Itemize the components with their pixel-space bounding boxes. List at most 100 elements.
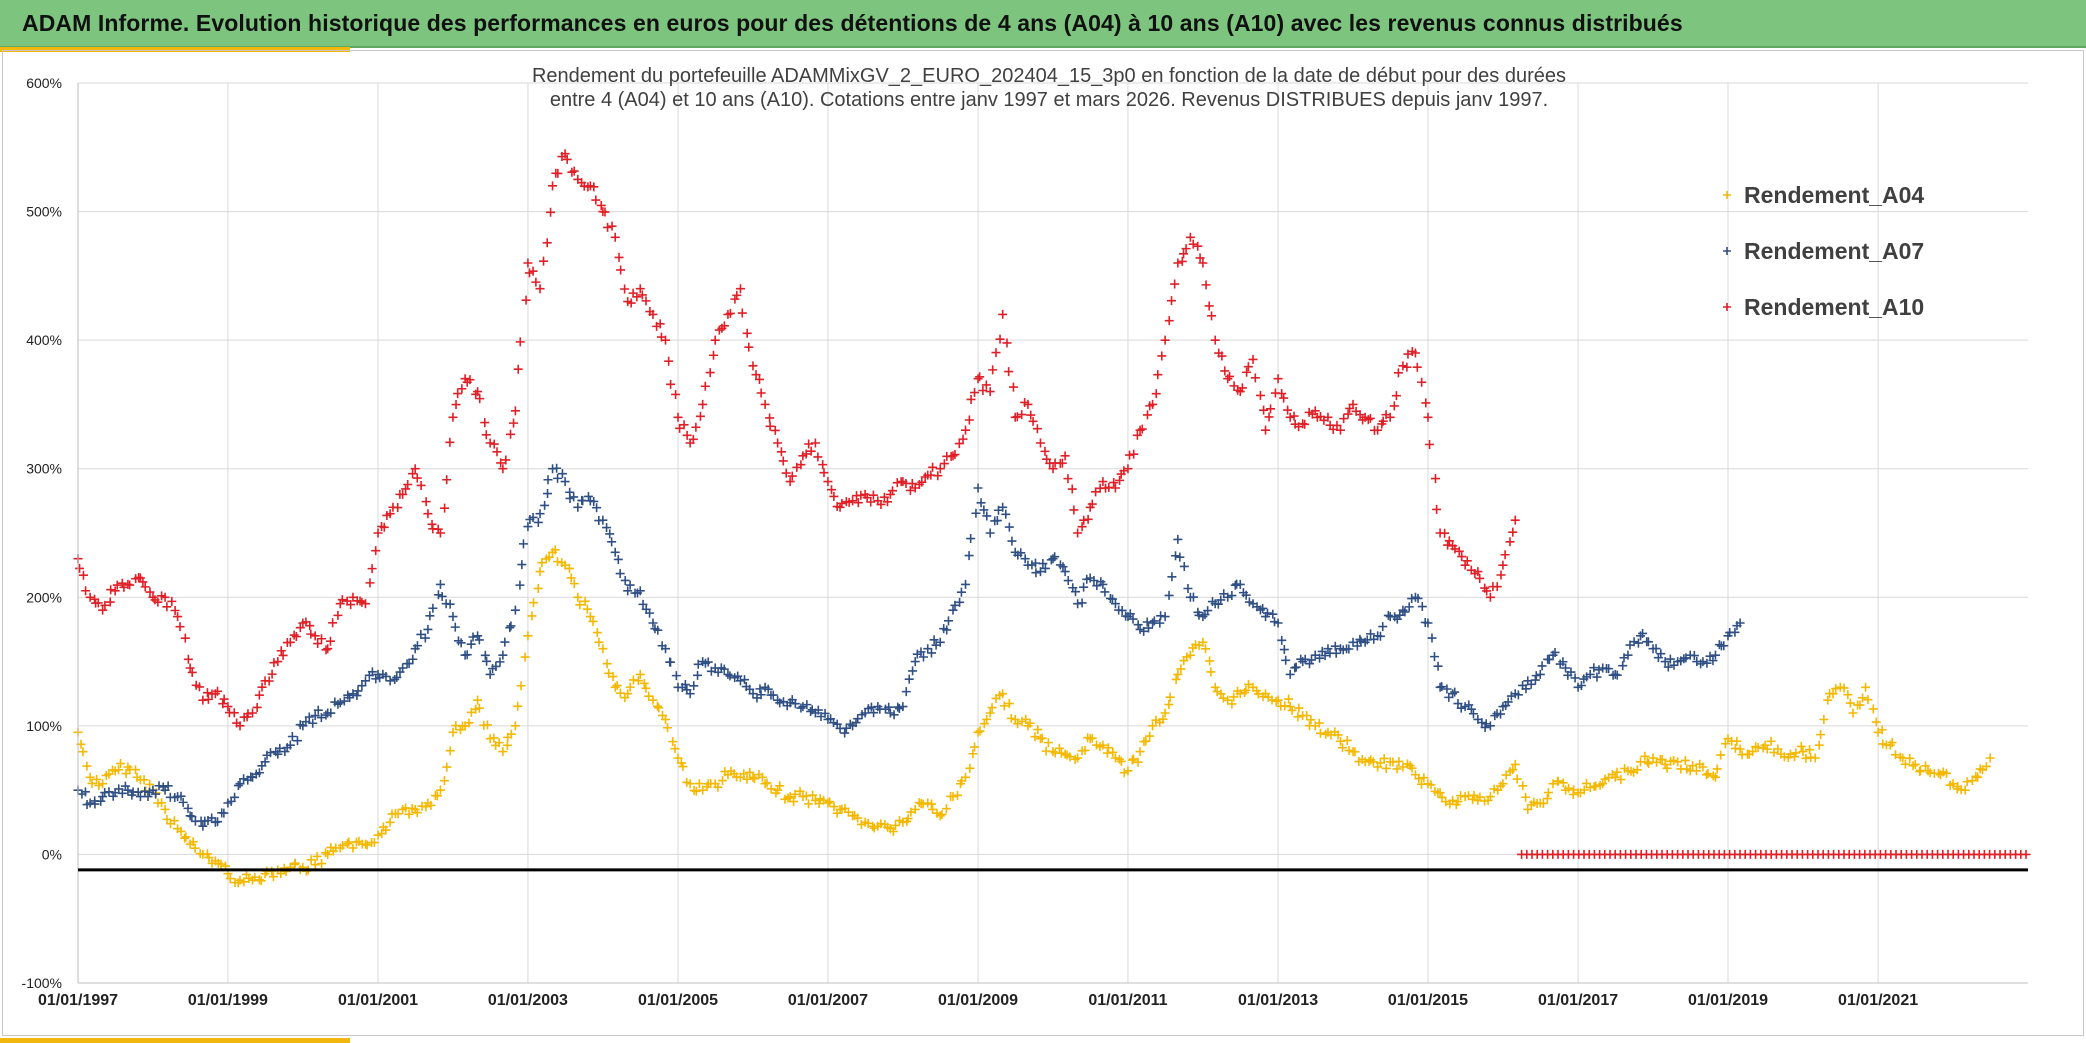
data-point bbox=[1485, 792, 1495, 802]
data-point bbox=[1016, 548, 1026, 558]
data-point bbox=[432, 791, 442, 801]
data-point bbox=[81, 586, 91, 596]
data-point bbox=[585, 612, 595, 622]
data-point bbox=[569, 579, 579, 589]
data-point bbox=[1266, 404, 1276, 414]
data-point bbox=[663, 723, 673, 733]
data-point bbox=[1098, 740, 1108, 750]
data-point bbox=[357, 681, 367, 691]
data-point bbox=[762, 778, 772, 788]
data-point bbox=[745, 767, 755, 777]
data-point bbox=[1060, 749, 1070, 759]
data-point bbox=[1508, 765, 1518, 775]
data-point bbox=[527, 611, 537, 621]
data-point bbox=[1132, 430, 1142, 440]
data-point bbox=[948, 451, 958, 461]
data-point bbox=[439, 776, 449, 786]
data-point bbox=[1223, 592, 1233, 602]
data-point bbox=[819, 468, 829, 478]
data-point bbox=[365, 578, 375, 588]
data-point bbox=[1845, 698, 1855, 708]
data-point bbox=[668, 737, 678, 747]
data-point bbox=[445, 437, 455, 447]
data-point bbox=[326, 708, 336, 718]
legend-label: Rendement_A10 bbox=[1744, 294, 1924, 320]
data-point bbox=[1255, 390, 1265, 400]
data-point bbox=[1680, 755, 1690, 765]
data-point bbox=[985, 387, 995, 397]
data-point bbox=[188, 837, 198, 847]
data-point bbox=[1217, 351, 1227, 361]
data-point bbox=[1512, 774, 1522, 784]
data-point bbox=[737, 308, 747, 318]
data-point bbox=[1663, 662, 1673, 672]
data-point bbox=[1264, 412, 1274, 422]
data-point bbox=[1373, 425, 1383, 435]
data-point bbox=[1110, 599, 1120, 609]
data-point bbox=[823, 477, 833, 487]
data-point bbox=[1123, 464, 1133, 474]
data-point bbox=[705, 368, 715, 378]
data-point bbox=[928, 804, 938, 814]
data-point bbox=[654, 703, 664, 713]
data-point bbox=[1038, 559, 1048, 569]
data-point bbox=[523, 258, 533, 268]
data-point bbox=[982, 714, 992, 724]
data-point bbox=[1281, 655, 1291, 665]
data-point bbox=[923, 798, 933, 808]
data-point bbox=[1589, 663, 1599, 673]
data-point bbox=[1173, 534, 1183, 544]
data-point bbox=[1543, 788, 1553, 798]
data-point bbox=[506, 429, 516, 439]
data-point bbox=[254, 768, 264, 778]
data-point bbox=[1335, 425, 1345, 435]
data-point bbox=[87, 778, 97, 788]
data-point bbox=[93, 598, 103, 608]
data-point bbox=[732, 290, 742, 300]
data-point bbox=[100, 600, 110, 610]
data-point bbox=[578, 496, 588, 506]
data-point bbox=[1855, 700, 1865, 710]
data-point bbox=[644, 691, 654, 701]
data-point bbox=[1073, 753, 1083, 763]
data-point bbox=[518, 539, 528, 549]
data-point bbox=[1073, 528, 1083, 538]
data-point bbox=[553, 473, 563, 483]
data-point bbox=[596, 200, 606, 210]
data-point bbox=[445, 746, 455, 756]
data-point bbox=[1007, 536, 1017, 546]
data-point bbox=[1530, 675, 1540, 685]
data-point bbox=[591, 195, 601, 205]
data-point bbox=[757, 772, 767, 782]
data-point bbox=[825, 797, 835, 807]
data-point bbox=[610, 232, 620, 242]
data-point bbox=[1819, 715, 1829, 725]
data-point bbox=[1796, 741, 1806, 751]
data-point bbox=[1665, 654, 1675, 664]
data-point bbox=[1025, 718, 1035, 728]
data-point bbox=[735, 284, 745, 294]
data-point bbox=[773, 438, 783, 448]
data-point bbox=[216, 859, 226, 869]
data-point bbox=[139, 775, 149, 785]
data-point bbox=[1210, 335, 1220, 345]
data-point bbox=[1116, 756, 1126, 766]
data-point bbox=[489, 733, 499, 743]
data-point bbox=[1692, 766, 1701, 776]
data-point bbox=[1241, 590, 1251, 600]
data-point bbox=[1477, 718, 1487, 728]
data-point bbox=[1201, 644, 1211, 654]
data-point bbox=[398, 663, 408, 673]
data-point bbox=[835, 502, 845, 512]
data-point bbox=[223, 702, 233, 712]
data-point bbox=[515, 337, 525, 347]
data-point bbox=[1149, 616, 1159, 626]
data-point bbox=[829, 802, 839, 812]
data-point bbox=[1490, 711, 1500, 721]
data-point bbox=[964, 415, 974, 425]
data-point bbox=[848, 496, 858, 506]
y-tick-label: 100% bbox=[26, 718, 62, 734]
accent-bar-top bbox=[0, 47, 350, 52]
data-point bbox=[700, 381, 710, 391]
data-point bbox=[513, 701, 523, 711]
